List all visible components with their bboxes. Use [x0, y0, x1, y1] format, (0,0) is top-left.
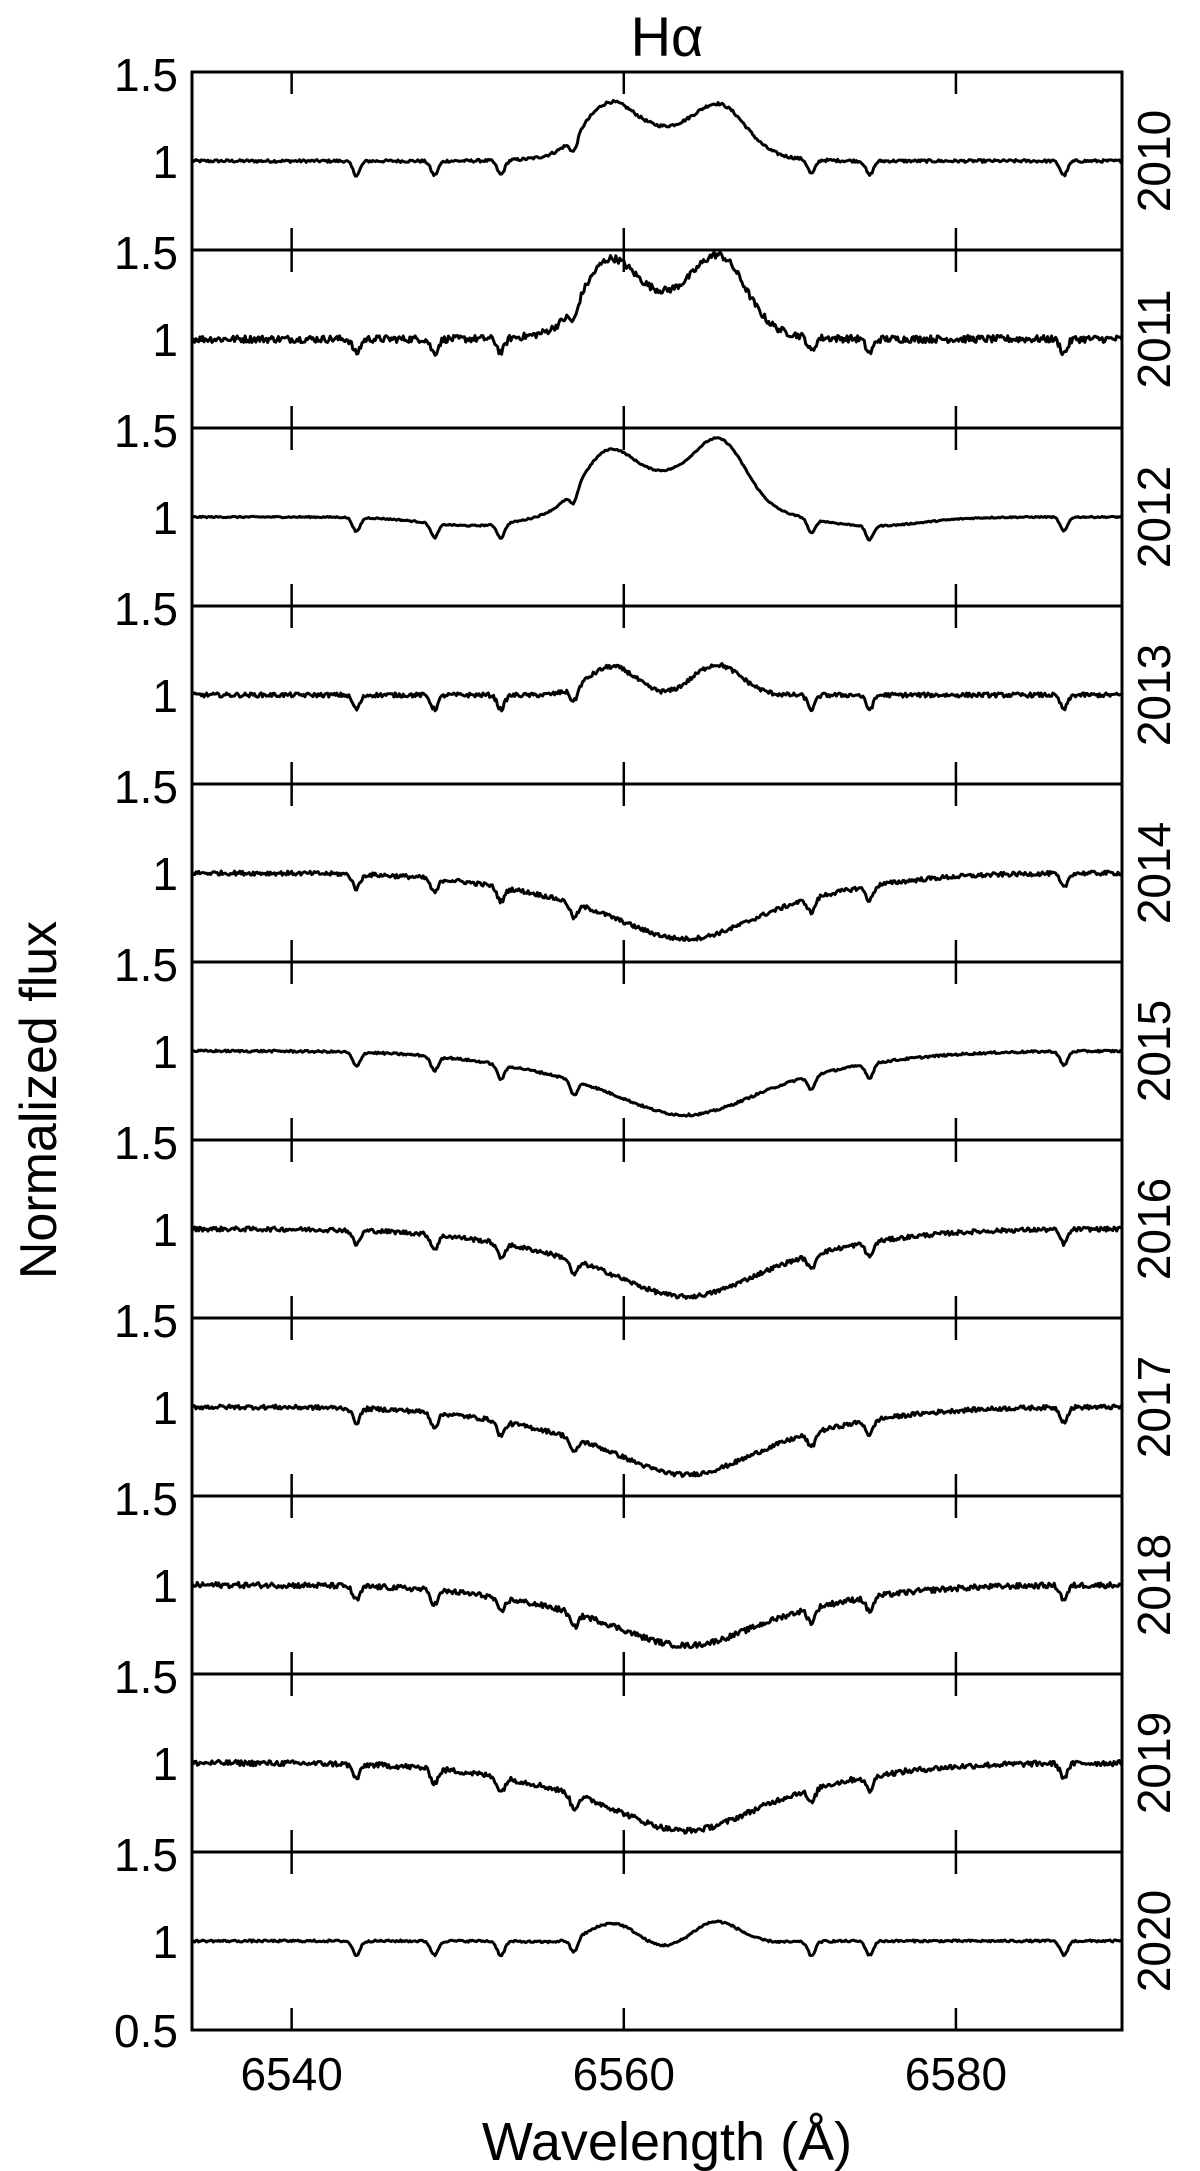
- y-tick-label: 1.5: [114, 227, 178, 279]
- panel-2015: 1.5 1 2015: [114, 939, 1180, 1142]
- panel-2016: 1.5 1 2016: [114, 1117, 1180, 1320]
- y-tick-label: 1: [152, 1382, 178, 1434]
- panel-year-label: 2020: [1128, 1890, 1180, 1992]
- panel-2010: 1.5 1 2010: [114, 49, 1180, 252]
- panel-year-label: 2015: [1128, 1000, 1180, 1102]
- y-tick-label: 1: [152, 1204, 178, 1256]
- panel-2017: 1.5 1 2017: [114, 1295, 1180, 1498]
- y-tick-label: 1.5: [114, 1117, 178, 1169]
- panel-2019: 1.5 1 2019: [114, 1651, 1180, 1854]
- panel-2018: 1.5 1 2018: [114, 1473, 1180, 1676]
- y-tick-label: 1.5: [114, 939, 178, 991]
- spectrum-line-2018: [190, 1580, 1123, 1650]
- y-tick-label: 1: [152, 1738, 178, 1790]
- x-tick-label: 6580: [905, 2048, 1007, 2100]
- y-tick-label: 1: [152, 314, 178, 366]
- y-tick-label: 1: [152, 1026, 178, 1078]
- panel-2014: 1.5 1 2014: [114, 761, 1180, 964]
- y-tick-label: 1.5: [114, 761, 178, 813]
- spectrum-line-2015: [191, 1048, 1123, 1118]
- panel-2020: 1.5 1 2020: [114, 1829, 1180, 2032]
- spectrum-line-2016: [191, 1225, 1123, 1300]
- y-tick-label: 1: [152, 492, 178, 544]
- y-tick-label: 1: [152, 136, 178, 188]
- panel-year-label: 2014: [1128, 822, 1180, 924]
- spectrum-line-2010: [191, 99, 1123, 178]
- spectrum-line-2017: [190, 1403, 1123, 1478]
- panel-year-label: 2012: [1128, 466, 1180, 568]
- y-tick-label-bottom: 0.5: [114, 2005, 178, 2057]
- spectrum-line-2011: [191, 250, 1124, 357]
- y-tick-label: 1.5: [114, 1829, 178, 1881]
- x-tick-label: 6560: [573, 2048, 675, 2100]
- panel-year-label: 2013: [1128, 644, 1180, 746]
- panel-2012: 1.5 1 2012: [114, 405, 1180, 608]
- y-tick-label: 1.5: [114, 583, 178, 635]
- spectrum-line-2014: [190, 869, 1124, 942]
- panel-year-label: 2019: [1128, 1712, 1180, 1814]
- y-tick-label: 1: [152, 1916, 178, 1968]
- y-tick-label: 1.5: [114, 405, 178, 457]
- panel-year-label: 2011: [1128, 290, 1180, 389]
- panel-2013: 1.5 1 2013: [114, 583, 1180, 786]
- y-tick-label: 1.5: [114, 1473, 178, 1525]
- spectrum-line-2012: [191, 436, 1123, 542]
- panel-2011: 1.5 1 2011: [114, 227, 1180, 430]
- y-tick-label: 1: [152, 1560, 178, 1612]
- y-axis-label: Normalized flux: [10, 921, 68, 1279]
- panel-year-label: 2016: [1128, 1178, 1180, 1280]
- panel-year-label: 2018: [1128, 1534, 1180, 1636]
- y-tick-label: 1.5: [114, 1651, 178, 1703]
- panel-year-label: 2017: [1128, 1356, 1180, 1458]
- spectrum-line-2013: [191, 662, 1123, 713]
- y-tick-label: 1: [152, 848, 178, 900]
- panels: 1.5 1 2010 1.5 1 2011 1.5 1 2012 1.5 1 2013 1.5 1 2014…: [114, 49, 1180, 2100]
- x-axis-label: Wavelength (Å): [482, 2112, 852, 2171]
- panel-year-label: 2010: [1128, 110, 1180, 212]
- y-tick-label: 1.5: [114, 49, 178, 101]
- y-tick-label: 1.5: [114, 1295, 178, 1347]
- chart-title: Hα: [631, 5, 704, 68]
- spectrum-line-2020: [191, 1919, 1123, 1958]
- x-tick-label: 6540: [240, 2048, 342, 2100]
- y-tick-label: 1: [152, 670, 178, 722]
- spectrum-line-2019: [190, 1758, 1124, 1835]
